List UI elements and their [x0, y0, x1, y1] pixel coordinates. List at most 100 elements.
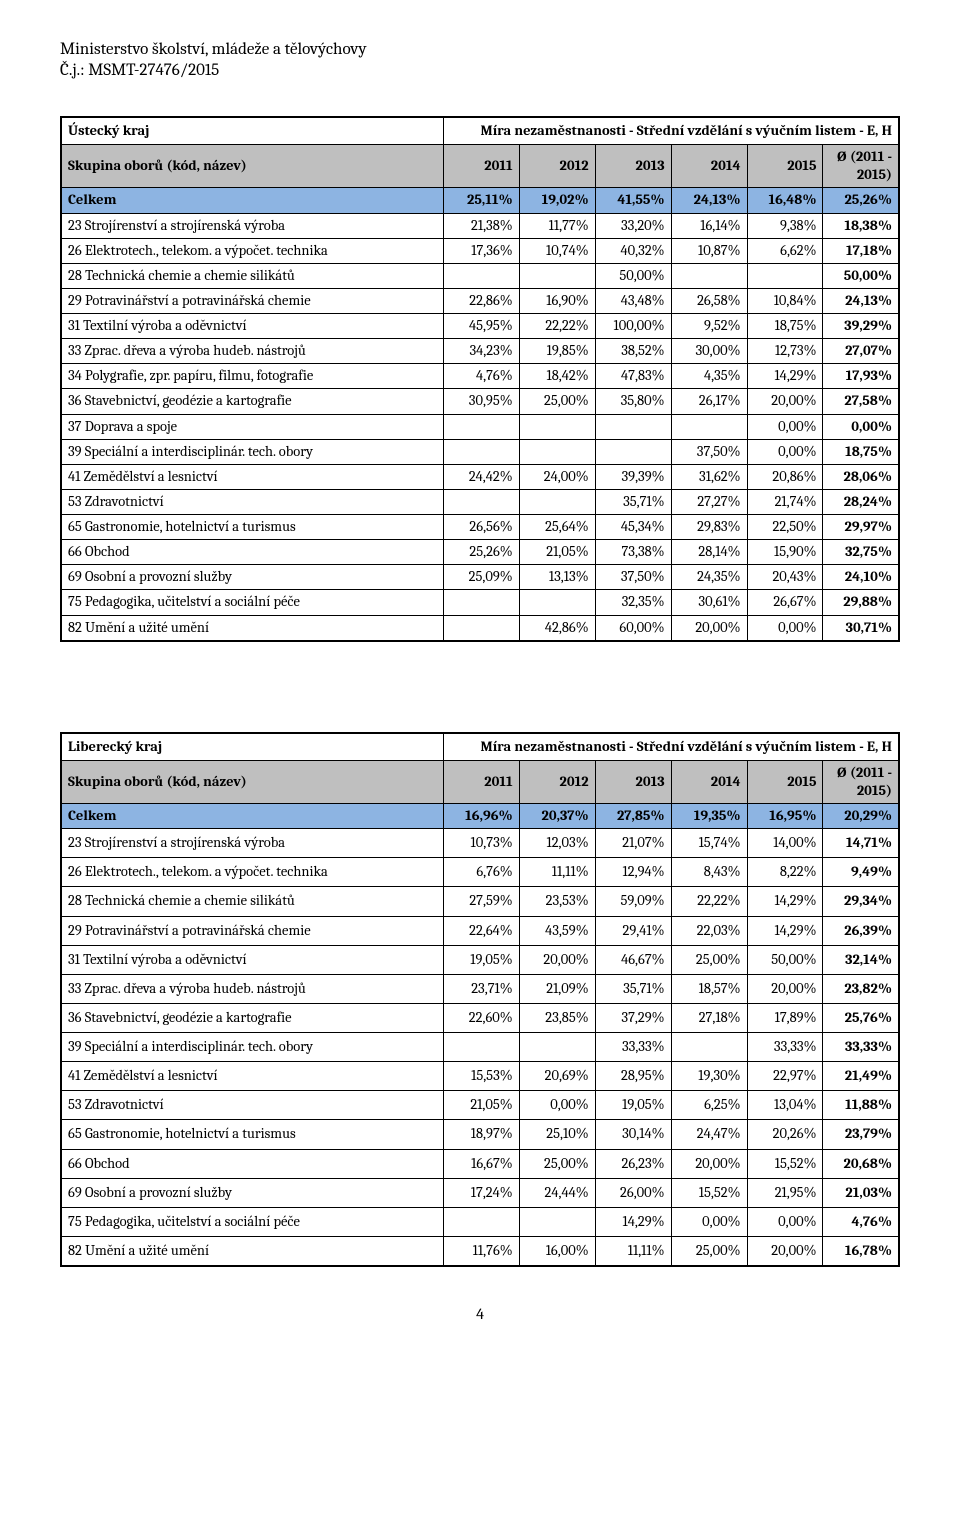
- cell-value: 24,42%: [443, 464, 519, 489]
- cell-avg: 32,14%: [823, 945, 899, 974]
- cell-value: 20,00%: [519, 945, 595, 974]
- cell-value: 17,24%: [443, 1178, 519, 1207]
- table-row: 53 Zdravotnictví35,71%27,27%21,74%28,24%: [61, 489, 899, 514]
- cell-value: 18,97%: [443, 1120, 519, 1149]
- cell-value: 21,05%: [443, 1091, 519, 1120]
- col-header-group: Skupina oborů (kód, název): [61, 760, 443, 803]
- cell-label: 82 Umění a užité umění: [61, 1236, 443, 1266]
- cell-value: 33,20%: [595, 213, 671, 238]
- table-row: 31 Textilní výroba a oděvnictví19,05%20,…: [61, 945, 899, 974]
- cell-value: 18,75%: [747, 314, 823, 339]
- cell-value: 22,03%: [671, 916, 747, 945]
- cell-label: 39 Speciální a interdisciplinár. tech. o…: [61, 1033, 443, 1062]
- cell-value: 15,52%: [671, 1178, 747, 1207]
- cell-avg: 27,58%: [823, 389, 899, 414]
- cell-value: 20,43%: [747, 565, 823, 590]
- cell-label: 75 Pedagogika, učitelství a sociální péč…: [61, 1207, 443, 1236]
- cell-label: 39 Speciální a interdisciplinár. tech. o…: [61, 439, 443, 464]
- cell-value: 26,67%: [747, 590, 823, 615]
- cell-value: 47,83%: [595, 364, 671, 389]
- cell-value: 8,43%: [671, 858, 747, 887]
- table-row: 82 Umění a užité umění11,76%16,00%11,11%…: [61, 1236, 899, 1266]
- cell-avg: 11,88%: [823, 1091, 899, 1120]
- cell-value: 21,38%: [443, 213, 519, 238]
- cell-value: [671, 1033, 747, 1062]
- table-row: 66 Obchod25,26%21,05%73,38%28,14%15,90%3…: [61, 540, 899, 565]
- cell-avg: 25,76%: [823, 1003, 899, 1032]
- cell-value: 6,25%: [671, 1091, 747, 1120]
- cell-label: 33 Zprac. dřeva a výroba hudeb. nástrojů: [61, 339, 443, 364]
- cell-value: 16,67%: [443, 1149, 519, 1178]
- table-row: 41 Zemědělství a lesnictví15,53%20,69%28…: [61, 1062, 899, 1091]
- cell-value: 45,95%: [443, 314, 519, 339]
- cell-avg: 20,29%: [823, 804, 899, 829]
- cell-value: 19,02%: [519, 188, 595, 213]
- cell-avg: 17,93%: [823, 364, 899, 389]
- table-ustecky: Ústecký krajMíra nezaměstnanosti - Střed…: [60, 116, 900, 642]
- table-row: 28 Technická chemie a chemie silikátů27,…: [61, 887, 899, 916]
- cell-value: 100,00%: [595, 314, 671, 339]
- cell-label: 34 Polygrafie, zpr. papíru, filmu, fotog…: [61, 364, 443, 389]
- cell-value: 25,00%: [519, 389, 595, 414]
- col-header-2014: 2014: [671, 145, 747, 188]
- cell-value: 11,76%: [443, 1236, 519, 1266]
- cell-value: 17,89%: [747, 1003, 823, 1032]
- table-row: 39 Speciální a interdisciplinár. tech. o…: [61, 1033, 899, 1062]
- cell-value: 25,26%: [443, 540, 519, 565]
- cell-avg: 23,79%: [823, 1120, 899, 1149]
- cell-value: [519, 489, 595, 514]
- cell-value: 22,50%: [747, 515, 823, 540]
- table-row: 23 Strojírenství a strojírenská výroba10…: [61, 829, 899, 858]
- cell-value: 19,35%: [671, 804, 747, 829]
- measure-title: Míra nezaměstnanosti - Střední vzdělání …: [443, 733, 899, 761]
- cell-value: 13,13%: [519, 565, 595, 590]
- cell-avg: 28,06%: [823, 464, 899, 489]
- cell-value: 12,94%: [595, 858, 671, 887]
- col-header-2011: 2011: [443, 145, 519, 188]
- cell-value: 20,00%: [671, 1149, 747, 1178]
- cell-avg: 29,97%: [823, 515, 899, 540]
- cell-value: 16,00%: [519, 1236, 595, 1266]
- cell-value: 0,00%: [747, 439, 823, 464]
- cell-label: 53 Zdravotnictví: [61, 1091, 443, 1120]
- cell-value: 27,59%: [443, 887, 519, 916]
- cell-label: 82 Umění a užité umění: [61, 615, 443, 641]
- table-row: 31 Textilní výroba a oděvnictví45,95%22,…: [61, 314, 899, 339]
- cell-value: 30,61%: [671, 590, 747, 615]
- col-header-2011: 2011: [443, 760, 519, 803]
- cell-value: 8,22%: [747, 858, 823, 887]
- cell-avg: 39,29%: [823, 314, 899, 339]
- table-row: 41 Zemědělství a lesnictví24,42%24,00%39…: [61, 464, 899, 489]
- cell-label: 41 Zemědělství a lesnictví: [61, 1062, 443, 1091]
- cell-value: 15,52%: [747, 1149, 823, 1178]
- cell-value: [519, 263, 595, 288]
- table-row: 26 Elektrotech., telekom. a výpočet. tec…: [61, 238, 899, 263]
- table-row: 33 Zprac. dřeva a výroba hudeb. nástrojů…: [61, 339, 899, 364]
- measure-title: Míra nezaměstnanosti - Střední vzdělání …: [443, 117, 899, 145]
- cell-value: 33,33%: [747, 1033, 823, 1062]
- cell-value: [443, 414, 519, 439]
- cell-value: 15,90%: [747, 540, 823, 565]
- cell-value: 10,84%: [747, 288, 823, 313]
- cell-value: 21,95%: [747, 1178, 823, 1207]
- cell-label: 66 Obchod: [61, 1149, 443, 1178]
- table-row: 26 Elektrotech., telekom. a výpočet. tec…: [61, 858, 899, 887]
- cell-value: [443, 1033, 519, 1062]
- cell-value: 15,74%: [671, 829, 747, 858]
- cell-label: 65 Gastronomie, hotelnictví a turismus: [61, 515, 443, 540]
- cell-label: 37 Doprava a spoje: [61, 414, 443, 439]
- cell-value: 10,74%: [519, 238, 595, 263]
- cell-value: 17,36%: [443, 238, 519, 263]
- cell-value: 43,59%: [519, 916, 595, 945]
- cell-value: 14,29%: [595, 1207, 671, 1236]
- table-row: 39 Speciální a interdisciplinár. tech. o…: [61, 439, 899, 464]
- cell-label: 31 Textilní výroba a oděvnictví: [61, 314, 443, 339]
- cell-avg: 29,34%: [823, 887, 899, 916]
- cell-value: 23,53%: [519, 887, 595, 916]
- cell-label: 69 Osobní a provozní služby: [61, 565, 443, 590]
- cell-value: 33,33%: [595, 1033, 671, 1062]
- cell-value: 13,04%: [747, 1091, 823, 1120]
- cell-value: 18,57%: [671, 974, 747, 1003]
- cell-avg: 20,68%: [823, 1149, 899, 1178]
- cell-value: 35,71%: [595, 489, 671, 514]
